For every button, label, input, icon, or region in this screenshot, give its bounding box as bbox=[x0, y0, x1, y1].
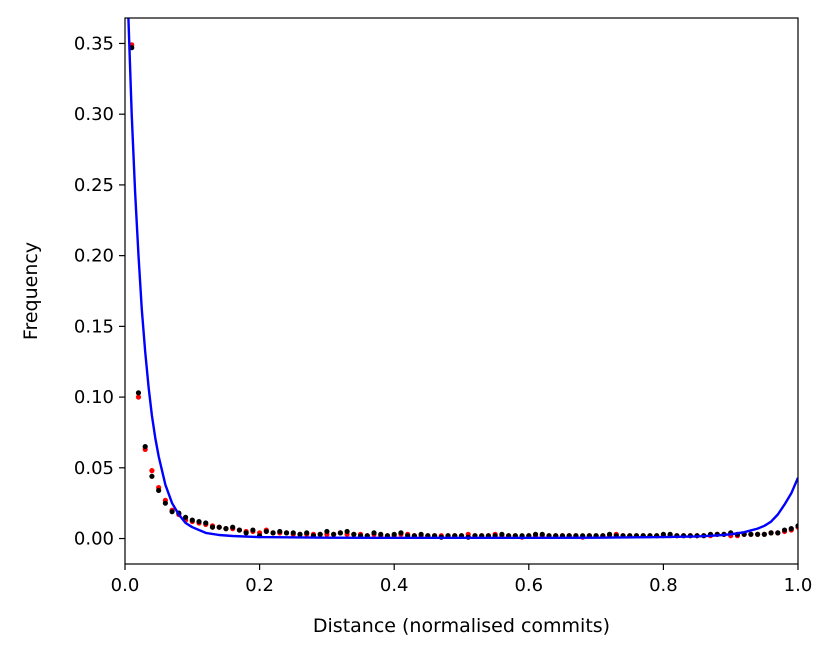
x-tick-label: 0.2 bbox=[245, 575, 274, 596]
black-data-point bbox=[162, 500, 168, 506]
black-data-point bbox=[391, 531, 397, 537]
black-data-point bbox=[761, 531, 767, 537]
black-data-point bbox=[378, 531, 384, 537]
black-data-point bbox=[398, 530, 404, 536]
black-data-point bbox=[337, 530, 343, 536]
black-data-point bbox=[189, 517, 195, 523]
x-tick-label: 1.0 bbox=[784, 575, 813, 596]
black-data-point bbox=[290, 530, 296, 536]
black-data-point bbox=[196, 518, 202, 525]
black-data-point bbox=[209, 524, 216, 530]
black-data-point bbox=[236, 527, 243, 533]
x-tick-label: 0.4 bbox=[380, 575, 409, 596]
y-tick-label: 0.25 bbox=[74, 175, 114, 196]
x-tick-label: 0.0 bbox=[111, 575, 140, 596]
y-tick-label: 0.15 bbox=[74, 316, 114, 337]
black-data-point bbox=[250, 527, 256, 533]
x-tick-label: 0.8 bbox=[649, 575, 678, 596]
black-data-point bbox=[277, 528, 283, 535]
black-data-point bbox=[532, 531, 539, 537]
black-data-point bbox=[263, 528, 269, 535]
plot-frame bbox=[124, 17, 799, 565]
black-data-point bbox=[351, 531, 357, 537]
black-data-point bbox=[344, 528, 350, 535]
y-tick-label: 0.30 bbox=[74, 104, 114, 125]
x-tick-label: 0.6 bbox=[514, 575, 543, 596]
black-data-point bbox=[768, 530, 774, 536]
black-data-point bbox=[304, 530, 310, 536]
black-data-point bbox=[182, 514, 189, 520]
black-data-point bbox=[216, 524, 222, 530]
black-data-point bbox=[788, 526, 794, 532]
black-data-point bbox=[135, 390, 142, 396]
y-axis-label: Frequency bbox=[20, 242, 42, 340]
y-tick-label: 0.10 bbox=[74, 387, 114, 408]
black-data-point bbox=[324, 528, 330, 535]
black-data-point bbox=[418, 531, 424, 537]
black-data-point bbox=[203, 520, 209, 526]
black-data-point bbox=[539, 531, 545, 537]
black-data-point bbox=[223, 526, 229, 532]
y-tick-label: 0.05 bbox=[74, 458, 114, 479]
black-data-point bbox=[317, 531, 323, 537]
black-data-point bbox=[371, 530, 377, 536]
axis-ticks: 0.0 0.2 0.4 0.6 0.8 1.0 0.00 0.05 0.10 0.15 0.20 0.… bbox=[74, 33, 812, 596]
black-data-point bbox=[169, 509, 175, 515]
black-data-point bbox=[331, 531, 337, 537]
red-data-point bbox=[149, 468, 155, 474]
black-data-point bbox=[243, 530, 249, 536]
black-data-point bbox=[781, 527, 788, 533]
black-data-point bbox=[755, 531, 761, 537]
black-data-point bbox=[230, 524, 236, 530]
y-tick-label: 0.00 bbox=[74, 529, 114, 550]
black-data-point bbox=[156, 487, 162, 494]
black-data-point bbox=[499, 531, 505, 537]
black-data-point bbox=[142, 443, 148, 450]
black-data-point bbox=[795, 523, 798, 529]
black-data-point bbox=[283, 530, 290, 536]
fit-line bbox=[127, 18, 798, 539]
black-data-point bbox=[748, 531, 754, 537]
series-layer bbox=[127, 18, 798, 540]
black-data-point bbox=[775, 530, 781, 536]
red-data-point bbox=[135, 394, 142, 400]
black-data-point bbox=[270, 530, 276, 536]
black-data-point bbox=[606, 531, 613, 537]
black-data-point bbox=[297, 531, 303, 537]
x-axis-label: Distance (normalised commits) bbox=[313, 615, 610, 637]
y-tick-label: 0.35 bbox=[74, 33, 114, 54]
black-data-point bbox=[667, 531, 673, 537]
black-data-point bbox=[660, 531, 667, 537]
black-data-point bbox=[149, 473, 155, 479]
y-tick-label: 0.20 bbox=[74, 246, 114, 267]
